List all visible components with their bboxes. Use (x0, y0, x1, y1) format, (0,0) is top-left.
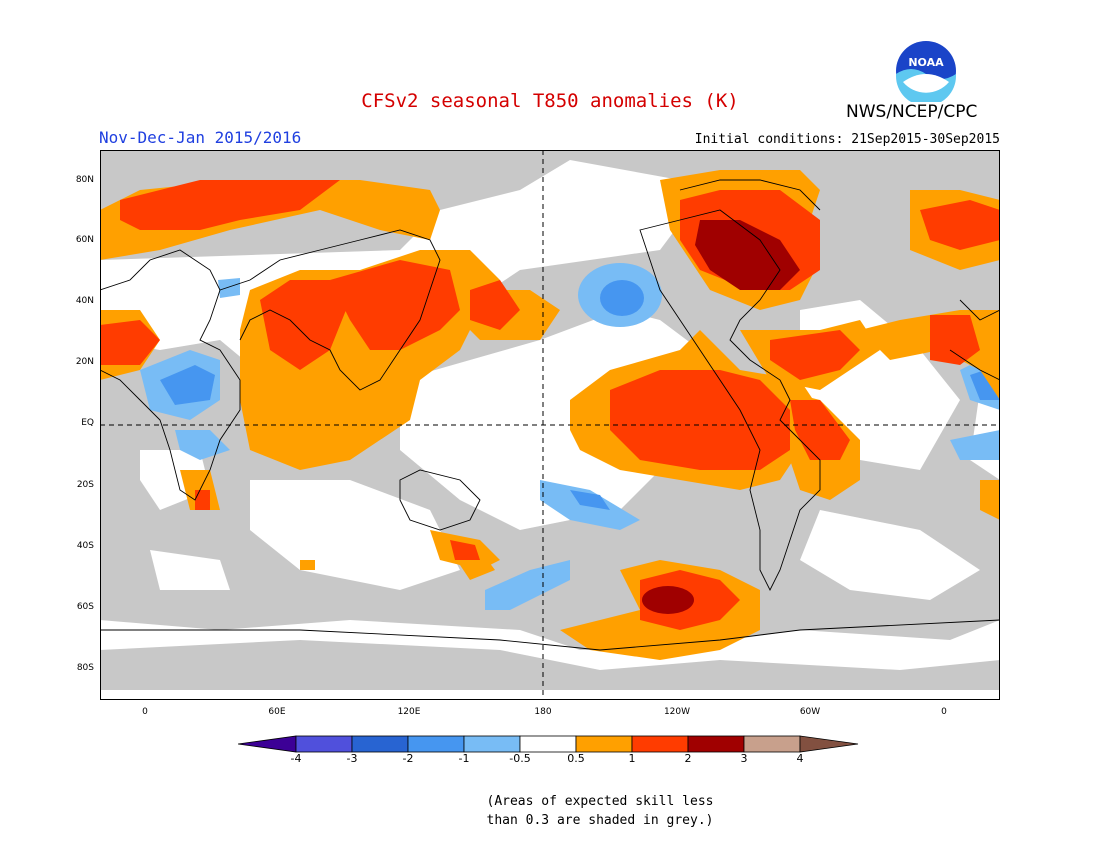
skill-note: (Areas of expected skill less than 0.3 a… (460, 792, 740, 830)
lat-label: 60S (76, 602, 94, 612)
lon-label: 180 (534, 707, 552, 717)
lon-label: 120E (397, 707, 421, 717)
colorbar-label: 2 (684, 752, 692, 765)
skill-note-line2: than 0.3 are shaded in grey.) (486, 813, 714, 828)
colorbar-cell (519, 735, 577, 753)
lat-label: 20S (76, 480, 94, 490)
colorbar-cell (687, 735, 745, 753)
colorbar-label: -2 (402, 752, 414, 765)
colorbar-cell (575, 735, 633, 753)
colorbar-label: -3 (346, 752, 358, 765)
lon-label: 60W (799, 707, 821, 717)
lat-label: 80N (75, 175, 94, 185)
colorbar-arrow-low (238, 735, 297, 753)
colorbar-label: -1 (458, 752, 470, 765)
lat-label: 60N (75, 235, 94, 245)
lat-label: EQ (81, 418, 94, 428)
lat-label: 80S (76, 663, 94, 673)
antarctic-grey (100, 640, 1000, 690)
agency-label: NWS/NCEP/CPC (846, 102, 978, 122)
chart-title: CFSv2 seasonal T850 anomalies (K) (361, 90, 739, 112)
colorbar (238, 735, 859, 753)
skill-note-line1: (Areas of expected skill less (486, 794, 714, 809)
lat-label: 20N (75, 357, 94, 367)
colorbar-cell (351, 735, 409, 753)
forecast-period: Nov-Dec-Jan 2015/2016 (99, 128, 302, 147)
colorbar-cell (295, 735, 353, 753)
anomaly-map (100, 150, 1000, 700)
colorbar-label: 4 (796, 752, 804, 765)
lon-label: 120W (663, 707, 691, 717)
lat-label: 40N (75, 296, 94, 306)
anomaly-dark-red (642, 220, 800, 614)
colorbar-cell (407, 735, 465, 753)
svg-text:NOAA: NOAA (908, 56, 944, 69)
colorbar-cell (631, 735, 689, 753)
lon-label: 60E (268, 707, 286, 717)
colorbar-label: 0.5 (567, 752, 585, 765)
lon-label: 0 (941, 707, 947, 717)
colorbar-label: -0.5 (509, 752, 531, 765)
anomaly-mid-blue (160, 280, 1000, 510)
colorbar-cell (463, 735, 521, 753)
colorbar-label: 1 (628, 752, 636, 765)
initial-conditions: Initial conditions: 21Sep2015-30Sep2015 (694, 132, 1000, 147)
noaa-logo: NOAA (896, 41, 956, 102)
colorbar-cell (743, 735, 801, 753)
lat-label: 40S (76, 541, 94, 551)
colorbar-label: -4 (290, 752, 302, 765)
coastlines (100, 179, 1000, 651)
lon-label: 0 (142, 707, 148, 717)
colorbar-label: 3 (740, 752, 748, 765)
colorbar-arrow-high (799, 735, 859, 753)
